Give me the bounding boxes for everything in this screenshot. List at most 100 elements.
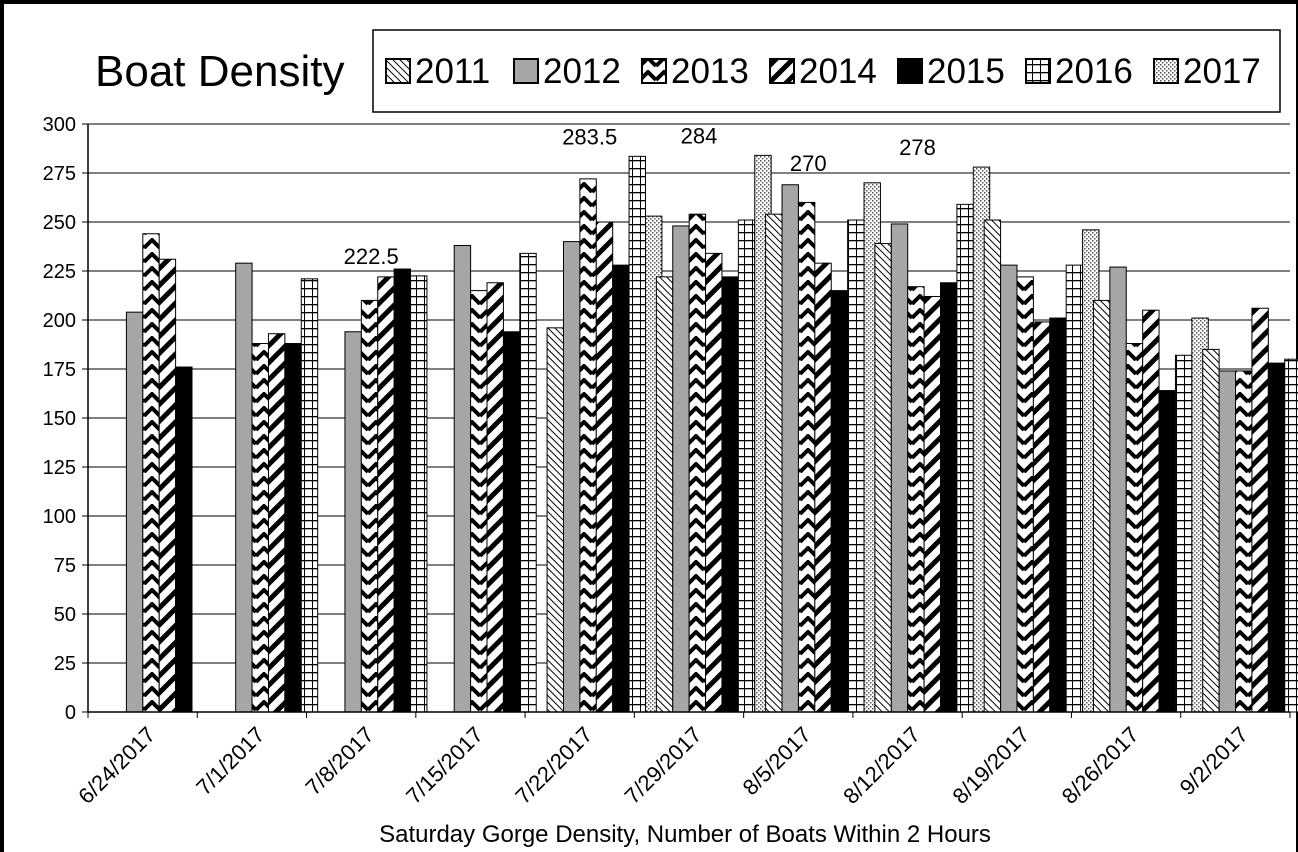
bar-2014-8-26-2017: [1142, 309, 1160, 713]
legend-swatch-2017: [1153, 58, 1179, 84]
bar-2014-6-24-2017: [158, 258, 177, 713]
data-label: 278: [899, 135, 936, 160]
bar-2014-7-8-2017: [377, 276, 395, 713]
bar-2014-9-2-2017: [1251, 307, 1269, 713]
bar-2013-6-24-2017: [142, 233, 160, 713]
bar-2012-6-24-2017: [125, 311, 144, 713]
bar-2012-7-29-2017: [672, 225, 690, 713]
legend-swatch-2014: [769, 58, 795, 84]
y-tick-label: 300: [43, 114, 76, 136]
y-tick-label: 250: [43, 212, 76, 234]
bar-2012-8-19-2017: [1000, 264, 1018, 713]
data-label: 270: [790, 151, 827, 176]
bar-2015-8-19-2017: [1049, 317, 1067, 713]
x-tick-label: 8/5/2017: [738, 722, 816, 800]
y-tick-label: 150: [43, 408, 76, 430]
y-tick-labels: 0 25 50 75 100 125 150 175 200 225 250 275 300: [43, 114, 76, 724]
bar-2015-7-1-2017: [284, 343, 302, 713]
bar-2014-8-5-2017: [814, 262, 832, 713]
legend-entry-2012: 2012: [543, 52, 621, 91]
bar-2013-8-5-2017: [797, 201, 816, 713]
legend-entry-2017: 2017: [1183, 52, 1261, 91]
bar-2015-7-29-2017: [721, 276, 739, 713]
bar-2015-6-24-2017: [175, 366, 193, 713]
bar-2012-7-1-2017: [235, 262, 253, 713]
bar-2013-8-19-2017: [1016, 276, 1034, 713]
bar-2016-8-12-2017: [956, 203, 974, 713]
legend-entry-2015: 2015: [927, 52, 1005, 91]
chart-title: Boat Density: [95, 47, 344, 96]
bar-2014-7-22-2017: [595, 221, 614, 713]
legend-entry-2014: 2014: [799, 52, 877, 91]
bar-2011-8-19-2017: [983, 219, 1002, 713]
bar-2013-7-22-2017: [579, 178, 597, 713]
bar-2014-8-19-2017: [1032, 321, 1051, 713]
axes: [87, 124, 1291, 718]
data-label: 283.5: [562, 124, 617, 149]
bar-2012-8-12-2017: [890, 223, 909, 713]
bar-2013-7-15-2017: [470, 290, 488, 713]
bar-2016-7-22-2017: [628, 155, 646, 713]
bar-2016-8-5-2017: [847, 219, 865, 713]
y-tick-label: 125: [43, 457, 76, 479]
bar-2011-7-22-2017: [546, 327, 564, 713]
bar-2013-8-26-2017: [1125, 343, 1144, 713]
bar-2016-7-1-2017: [300, 278, 319, 713]
x-tick-label: 6/24/2017: [73, 722, 160, 809]
data-label: 284: [681, 123, 718, 148]
legend-swatch-2013: [641, 58, 667, 84]
legend-swatch-2015: [897, 58, 923, 84]
bar-2015-9-2-2017: [1267, 362, 1286, 713]
y-tick-label: 175: [43, 359, 76, 381]
x-tick-label: 8/26/2017: [1057, 722, 1144, 809]
x-axis-label: Saturday Gorge Density, Number of Boats …: [379, 821, 991, 848]
legend-entry-2013: 2013: [671, 52, 749, 91]
bar-2015-7-8-2017: [393, 268, 412, 713]
bar-2011-9-2-2017: [1202, 348, 1220, 713]
bar-2011-8-26-2017: [1092, 299, 1111, 713]
bar-2011-8-12-2017: [874, 243, 892, 713]
x-tick-label: 7/8/2017: [300, 722, 378, 800]
bar-2012-9-2-2017: [1218, 370, 1237, 713]
x-tick-label: 7/22/2017: [510, 722, 597, 809]
y-tick-label: 200: [43, 310, 76, 332]
bar-2014-7-15-2017: [486, 282, 504, 713]
x-tick-label: 7/1/2017: [191, 722, 269, 800]
bar-2013-7-8-2017: [360, 299, 379, 713]
legend-entry-2016: 2016: [1055, 52, 1133, 91]
bar-2011-7-29-2017: [655, 276, 674, 713]
x-tick-labels: 6/24/2017 7/1/2017 7/8/2017 7/15/2017 7/22/2…: [73, 722, 1253, 809]
data-labels: 222.5 283.5 284 270 278: [344, 123, 936, 269]
bar-2012-7-15-2017: [453, 245, 472, 713]
bars: [125, 154, 1298, 713]
bar-2011-8-5-2017: [765, 213, 783, 713]
y-tick-label: 25: [54, 653, 76, 675]
bar-2014-8-12-2017: [923, 295, 942, 713]
y-tick-label: 75: [54, 555, 76, 577]
x-tick-label: 8/12/2017: [838, 722, 925, 809]
bar-2013-7-1-2017: [251, 343, 269, 713]
bar-2016-7-15-2017: [519, 252, 537, 713]
y-tick-label: 100: [43, 506, 76, 528]
bar-2016-8-19-2017: [1065, 264, 1084, 713]
bar-2012-8-26-2017: [1109, 266, 1127, 713]
bar-2014-7-29-2017: [705, 252, 723, 713]
legend-swatch-2016: [1025, 58, 1051, 84]
x-tick-label: 8/19/2017: [947, 722, 1034, 809]
bar-2012-7-22-2017: [562, 241, 581, 713]
legend-swatch-2012: [513, 58, 539, 84]
bar-2015-7-15-2017: [502, 331, 521, 713]
legend-swatch-2011: [385, 58, 411, 84]
x-tick-label: 7/29/2017: [620, 722, 707, 809]
y-tick-label: 0: [65, 702, 76, 724]
y-tick-label: 50: [54, 604, 76, 626]
legend: 2011 2012 2013 2014 2015 2016 2017: [372, 29, 1281, 113]
bar-2016-8-26-2017: [1174, 354, 1193, 713]
x-tick-label: 9/2/2017: [1175, 722, 1253, 800]
bar-2016-7-29-2017: [737, 219, 756, 713]
y-tick-label: 225: [43, 261, 76, 283]
bar-2015-8-5-2017: [830, 290, 849, 713]
bar-2015-7-22-2017: [612, 264, 630, 713]
x-tick-label: 7/15/2017: [401, 722, 488, 809]
